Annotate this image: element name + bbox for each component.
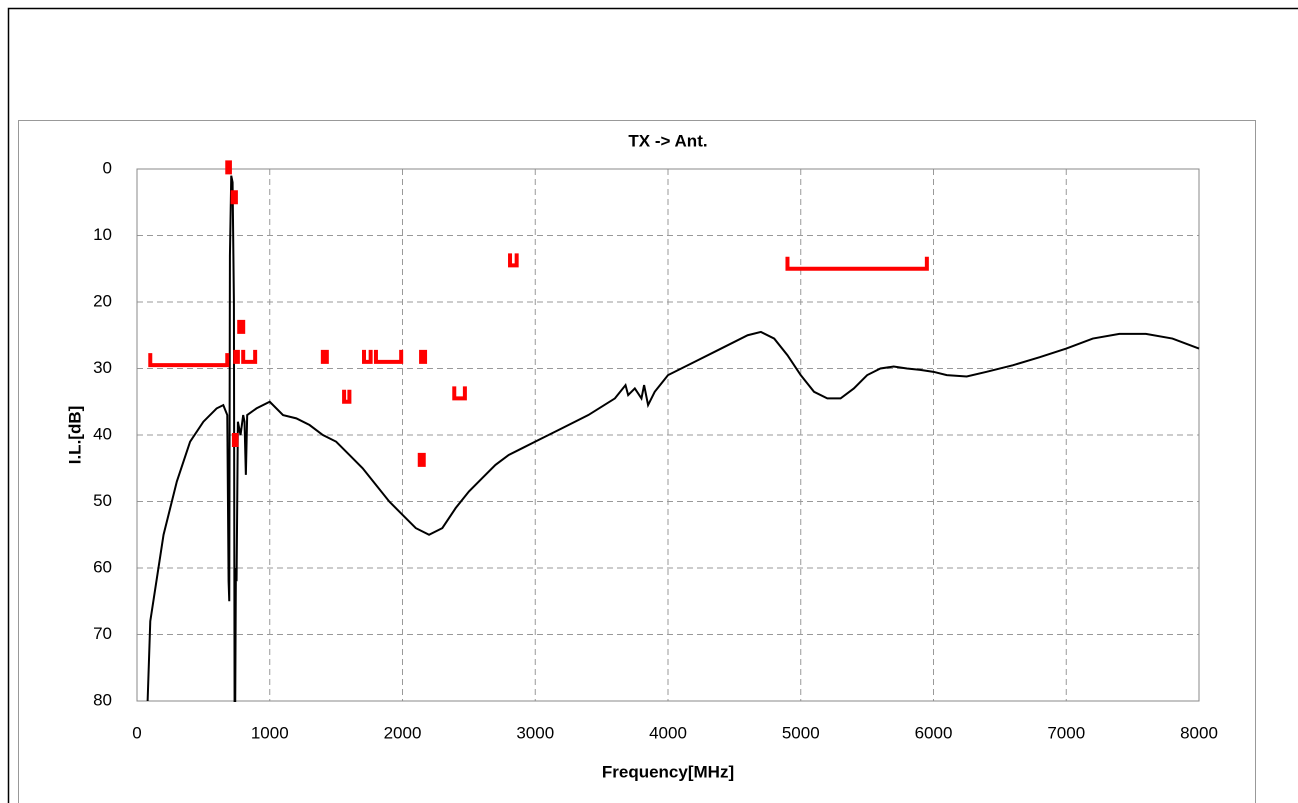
plot-area bbox=[136, 168, 1200, 702]
limit-bracket bbox=[419, 349, 428, 364]
chart-frame bbox=[18, 120, 1256, 803]
limit-bracket bbox=[225, 160, 232, 175]
limit-bracket bbox=[342, 389, 352, 404]
limit-bracket bbox=[417, 452, 426, 467]
y-tick-label: 40 bbox=[93, 424, 112, 443]
limit-bracket bbox=[320, 349, 329, 364]
limit-bracket bbox=[452, 386, 467, 401]
limit-bracket bbox=[508, 253, 519, 268]
y-tick-label: 20 bbox=[93, 291, 112, 310]
y-axis-title: I.L.[dB] bbox=[65, 406, 84, 465]
line-series bbox=[146, 175, 1200, 702]
outer-frame bbox=[7, 7, 1298, 803]
y-tick-label: 50 bbox=[93, 491, 112, 510]
limit-bracket bbox=[148, 353, 230, 368]
y-tick-label: 30 bbox=[93, 358, 112, 377]
x-tick-label: 1000 bbox=[251, 723, 289, 742]
x-tick-label: 8000 bbox=[1180, 723, 1218, 742]
limit-bracket bbox=[241, 349, 258, 364]
x-tick-label: 0 bbox=[132, 723, 141, 742]
y-tick-label: 80 bbox=[93, 690, 112, 709]
limit-bracket bbox=[373, 349, 404, 364]
x-tick-label: 4000 bbox=[649, 723, 687, 742]
y-tick-label: 0 bbox=[103, 158, 112, 177]
y-tick-label: 70 bbox=[93, 624, 112, 643]
x-tick-label: 3000 bbox=[516, 723, 554, 742]
x-tick-label: 2000 bbox=[384, 723, 422, 742]
limit-bracket bbox=[233, 349, 240, 364]
x-tick-label: 5000 bbox=[782, 723, 820, 742]
x-tick-label: 7000 bbox=[1047, 723, 1085, 742]
limit-bracket bbox=[231, 432, 239, 447]
limit-bracket bbox=[230, 190, 238, 205]
limit-bracket bbox=[237, 319, 246, 334]
y-tick-label: 10 bbox=[93, 225, 112, 244]
limit-bracket bbox=[785, 256, 929, 271]
chart-title: TX -> Ant. bbox=[628, 131, 707, 150]
y-tick-label: 60 bbox=[93, 557, 112, 576]
x-tick-label: 6000 bbox=[915, 723, 953, 742]
x-axis-title: Frequency[MHz] bbox=[602, 762, 734, 781]
limit-bracket bbox=[362, 349, 373, 364]
